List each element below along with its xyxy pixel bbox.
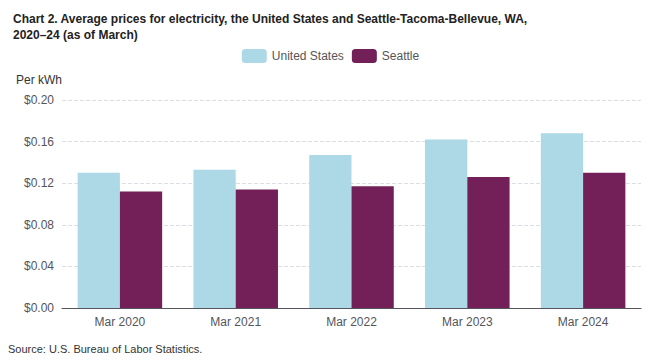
svg-text:Mar 2020: Mar 2020 <box>95 315 146 329</box>
svg-text:Chart 2. Average prices for el: Chart 2. Average prices for electricity,… <box>13 12 527 26</box>
svg-text:United States: United States <box>272 49 344 63</box>
svg-text:$0.20: $0.20 <box>24 93 54 107</box>
svg-text:Seattle: Seattle <box>382 49 420 63</box>
svg-text:2020–24 (as of March): 2020–24 (as of March) <box>13 28 138 42</box>
svg-text:$0.12: $0.12 <box>24 176 54 190</box>
svg-text:Mar 2021: Mar 2021 <box>210 315 261 329</box>
svg-text:Mar 2022: Mar 2022 <box>326 315 377 329</box>
svg-text:$0.08: $0.08 <box>24 218 54 232</box>
svg-text:$0.16: $0.16 <box>24 135 54 149</box>
svg-text:Mar 2023: Mar 2023 <box>442 315 493 329</box>
svg-text:$0.04: $0.04 <box>24 259 54 273</box>
svg-text:Per kWh: Per kWh <box>16 73 62 87</box>
svg-text:Source: U.S. Bureau of Labor S: Source: U.S. Bureau of Labor Statistics. <box>8 343 202 355</box>
svg-text:Mar 2024: Mar 2024 <box>558 315 609 329</box>
svg-text:$0.00: $0.00 <box>24 301 54 315</box>
